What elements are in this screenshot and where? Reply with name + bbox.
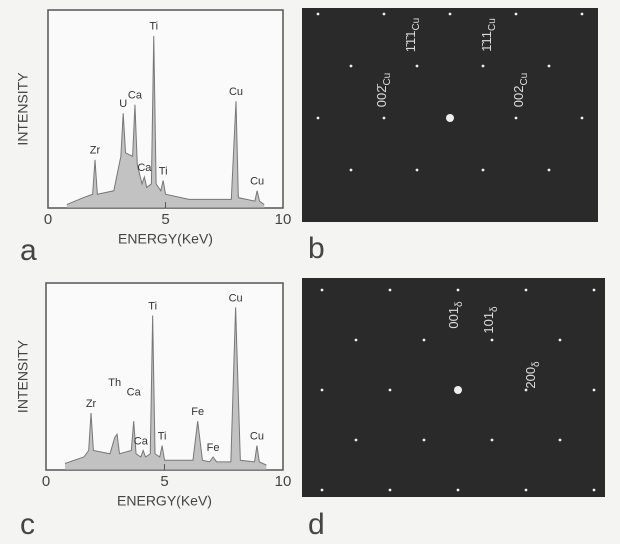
diffraction-spot xyxy=(449,13,452,16)
spot-index-hkl: 001 xyxy=(446,307,461,329)
diffraction-spot xyxy=(454,386,462,394)
diffraction-spot xyxy=(515,117,518,120)
diffraction-spot xyxy=(416,169,419,172)
peak-label: Th xyxy=(108,377,121,389)
x-tick-label: 5 xyxy=(161,211,169,228)
diffraction-spot xyxy=(423,339,426,342)
peak-label: Zr xyxy=(86,398,97,410)
diffraction-spot xyxy=(457,489,460,492)
spot-index-hkl: 200 xyxy=(523,367,538,389)
x-tick-label: 0 xyxy=(44,211,52,228)
diffraction-spot xyxy=(446,114,454,122)
panel-label: d xyxy=(308,508,325,541)
peak-label: Cu xyxy=(250,431,264,443)
peak-label: Cu xyxy=(229,292,243,304)
diffraction-spot xyxy=(383,13,386,16)
diffraction-spot xyxy=(317,13,320,16)
spot-index-hkl: 002 xyxy=(511,86,526,108)
spot-phase: Cu xyxy=(382,73,393,86)
diffraction-spot xyxy=(350,169,353,172)
diffraction-spot xyxy=(389,489,392,492)
diffraction-spot xyxy=(321,389,324,392)
spot-phase: δ xyxy=(454,301,465,307)
peak-label: Ti xyxy=(158,431,167,443)
peak-label: Ti xyxy=(148,300,157,312)
diffraction-spot xyxy=(355,439,358,442)
x-tick-label: 0 xyxy=(42,473,50,490)
x-tick-label: 10 xyxy=(275,211,292,228)
diffraction-spot xyxy=(350,65,353,68)
diffraction-spot xyxy=(457,289,460,292)
peak-label: Ca xyxy=(134,435,149,447)
spot-phase: δ xyxy=(531,361,542,367)
diffraction-spot xyxy=(559,339,562,342)
diffraction-spot xyxy=(321,489,324,492)
diffraction-spot xyxy=(559,439,562,442)
diffraction-spot xyxy=(593,389,596,392)
diffraction-spot xyxy=(581,13,584,16)
diffraction-spot xyxy=(491,439,494,442)
peak-label: U xyxy=(119,98,127,110)
panel-label: c xyxy=(20,508,35,541)
diffraction-spot xyxy=(491,339,494,342)
diffraction-spot xyxy=(482,169,485,172)
spot-phase: δ xyxy=(489,306,500,312)
spot-index-hkl: 002̄ xyxy=(374,84,389,108)
diffraction-spot xyxy=(389,289,392,292)
diffraction-spot xyxy=(317,117,320,120)
spot-phase: Cu xyxy=(411,18,422,31)
y-axis-label: INTENSITY xyxy=(15,72,31,146)
peak-label: Zr xyxy=(90,145,101,157)
spot-index-hkl: 1̄1̄1 xyxy=(403,31,418,53)
y-axis-label: INTENSITY xyxy=(15,339,31,413)
x-tick-label: 10 xyxy=(275,473,292,490)
peak-label: Cu xyxy=(250,176,264,188)
spot-phase: Cu xyxy=(487,18,498,31)
peak-label: Fe xyxy=(191,406,204,418)
diffraction-spot xyxy=(383,117,386,120)
panel-label: a xyxy=(20,234,37,267)
diffraction-spot xyxy=(321,289,324,292)
diffraction-spot xyxy=(355,339,358,342)
peak-label: Ca xyxy=(137,162,152,174)
peak-label: Ca xyxy=(127,387,142,399)
x-axis-label: ENERGY(KeV) xyxy=(117,493,212,509)
peak-label: Ti xyxy=(159,165,168,177)
x-tick-label: 5 xyxy=(160,473,168,490)
figure: 0510ENERGY(KeV)INTENSITYaZrUCaTiCaTiCuCu… xyxy=(0,0,620,544)
diffraction-spot xyxy=(482,65,485,68)
diffraction-spot xyxy=(525,289,528,292)
diffraction-spot xyxy=(525,489,528,492)
diffraction-spot xyxy=(548,169,551,172)
diffraction-spot xyxy=(423,439,426,442)
spot-index-hkl: 101 xyxy=(481,312,496,334)
peak-label: Ca xyxy=(128,90,143,102)
diffraction-spot xyxy=(416,65,419,68)
panel-label: b xyxy=(308,232,325,265)
peak-label: Ti xyxy=(149,21,158,33)
diffraction-spot xyxy=(548,65,551,68)
peak-label: Fe xyxy=(207,442,220,454)
spot-phase: Cu xyxy=(519,73,530,86)
peak-label: Cu xyxy=(229,86,243,98)
plot-frame xyxy=(48,10,283,208)
diffraction-spot xyxy=(593,289,596,292)
diffraction-spot xyxy=(581,117,584,120)
diffraction-spot xyxy=(515,13,518,16)
spot-index-hkl: 1̄11 xyxy=(479,31,494,52)
x-axis-label: ENERGY(KeV) xyxy=(118,231,213,247)
diffraction-spot xyxy=(389,389,392,392)
diffraction-spot xyxy=(593,489,596,492)
